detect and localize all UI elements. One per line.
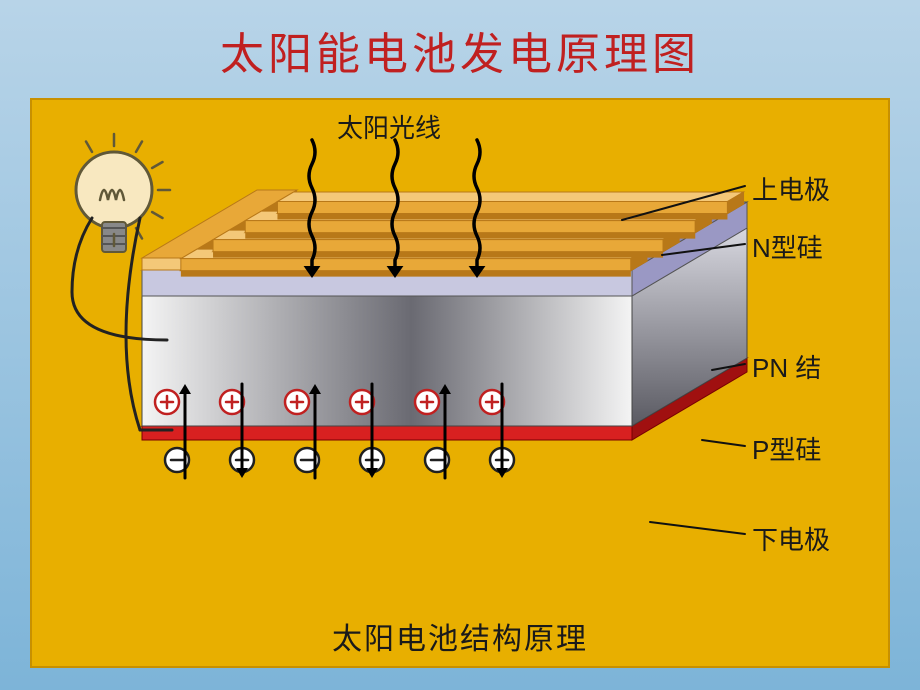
diagram-container: 太阳光线 上电极 N型硅 PN 结 P型硅 下电极 太阳电池结构原理 xyxy=(30,98,890,668)
diagram-caption: 太阳电池结构原理 xyxy=(32,614,888,658)
label-sun: 太阳光线 xyxy=(337,108,441,145)
label-top-electrode: 上电极 xyxy=(752,170,830,207)
label-pn-junction: PN 结 xyxy=(752,348,821,385)
label-n-silicon: N型硅 xyxy=(752,228,823,265)
label-p-silicon: P型硅 xyxy=(752,430,821,467)
label-bottom-electrode: 下电极 xyxy=(752,520,830,557)
page-title: 太阳能电池发电原理图 xyxy=(0,0,920,82)
